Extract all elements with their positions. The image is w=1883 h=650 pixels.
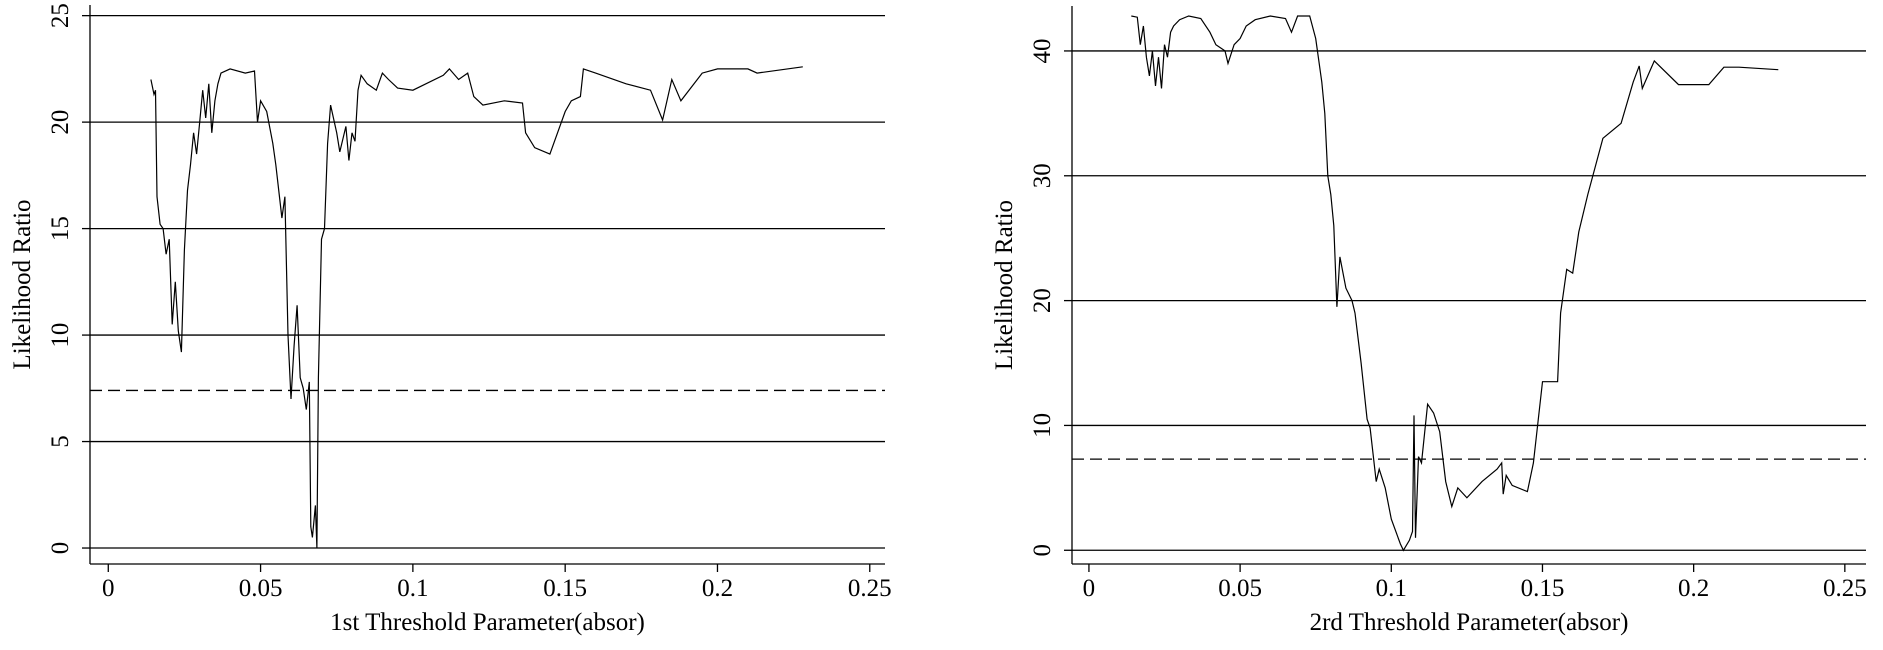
x-tick-label: 0.1 xyxy=(1376,575,1407,602)
x-tick-label: 0.15 xyxy=(543,575,587,602)
y-tick-label: 25 xyxy=(47,3,74,28)
x-tick-label: 0.1 xyxy=(397,575,428,602)
y-tick-label: 10 xyxy=(47,323,74,348)
data-line xyxy=(150,66,803,549)
x-tick-label: 0.25 xyxy=(1823,575,1867,602)
y-tick-label: 5 xyxy=(47,435,74,448)
y-tick-label: 20 xyxy=(47,110,74,135)
y-tick-label: 0 xyxy=(1029,544,1056,557)
y-tick-label: 40 xyxy=(1029,38,1056,63)
y-tick-label: 10 xyxy=(1029,413,1056,438)
x-tick-label: 0 xyxy=(1083,575,1096,602)
x-tick-label: 0.05 xyxy=(239,575,283,602)
y-tick-label: 15 xyxy=(47,216,74,241)
x-tick-label: 0.25 xyxy=(848,575,892,602)
y-axis-label: Likelihood Ratio xyxy=(9,199,36,369)
x-tick-label: 0.15 xyxy=(1521,575,1565,602)
y-tick-label: 30 xyxy=(1029,163,1056,188)
y-tick-label: 0 xyxy=(47,542,74,555)
x-tick-label: 0.2 xyxy=(1678,575,1709,602)
y-axis-label: Likelihood Ratio xyxy=(991,200,1018,370)
data-line xyxy=(1131,15,1779,552)
x-tick-label: 0.2 xyxy=(702,575,733,602)
x-tick-label: 0.05 xyxy=(1218,575,1262,602)
x-tick-label: 0 xyxy=(102,575,115,602)
y-tick-label: 20 xyxy=(1029,288,1056,313)
x-axis-label: 1st Threshold Parameter(absor) xyxy=(330,609,645,636)
x-axis-label: 2rd Threshold Parameter(absor) xyxy=(1310,609,1629,636)
